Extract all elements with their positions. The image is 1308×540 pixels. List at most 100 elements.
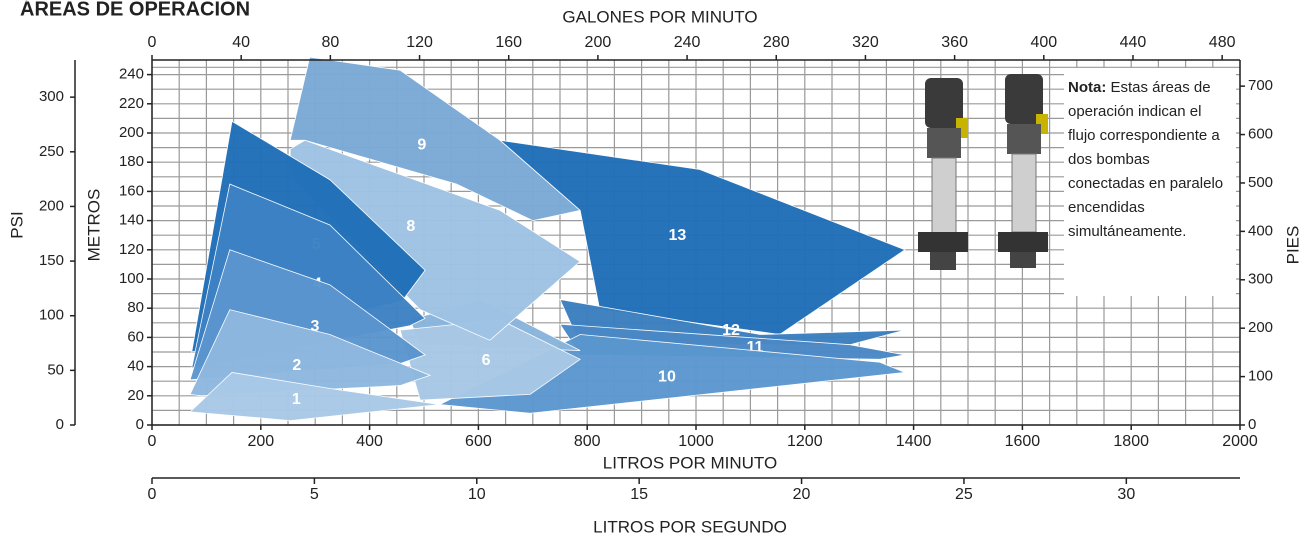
x3-tick-label: 0 [148,486,157,503]
x2-tick-label: 120 [406,34,433,51]
note-box [1064,68,1236,296]
x-tick-label: 200 [247,433,274,450]
pump-body [931,157,957,234]
y-tick-label: 0 [136,416,144,433]
y2-tick-label: 50 [47,361,64,378]
area-label: 12 [722,322,740,339]
x-tick-label: 2000 [1222,433,1258,450]
y-tick-label: 220 [119,95,144,112]
x2-tick-label: 240 [674,34,701,51]
pump-head [927,128,961,158]
y3-tick-label: 700 [1248,77,1273,94]
y-tick-label: 120 [119,241,144,258]
y2-tick-label: 300 [39,88,64,105]
y-tick-label: 40 [127,358,144,375]
note-line: simultáneamente. [1068,223,1186,240]
pump-motor [925,78,963,128]
area-label: 10 [658,369,676,386]
y-tick-label: 180 [119,153,144,170]
x-tick-label: 1400 [896,433,932,450]
note-line: operación indican el [1068,103,1201,120]
pump-foot [1010,252,1036,268]
operating-area [498,139,906,335]
y2-tick-label: 0 [56,416,64,433]
pump-motor [1005,74,1043,124]
y-axis-title: METROS [84,189,103,262]
pump [918,78,968,270]
x-tick-label: 600 [465,433,492,450]
regions: 91312111076854321 [189,56,906,422]
y2-tick-label: 250 [39,143,64,160]
note-label: Nota: [1068,79,1106,96]
area-label: 8 [406,218,415,235]
x2-tick-label: 360 [941,34,968,51]
x2-tick-label: 0 [148,34,157,51]
x3-tick-label: 25 [955,486,973,503]
x-axis-title: LITROS POR MINUTO [603,453,777,472]
pump-base [998,232,1048,252]
x3-tick-label: 30 [1117,486,1135,503]
y3-tick-label: 0 [1248,416,1256,433]
pump [998,74,1048,268]
y-tick-label: 160 [119,182,144,199]
y3-tick-label: 500 [1248,174,1273,191]
y2-tick-label: 200 [39,197,64,214]
x3-tick-label: 5 [310,486,319,503]
y3-axis-title: PIES [1283,226,1302,265]
note-line: flujo correspondiente a [1068,127,1220,144]
chart-title: ÁREAS DE OPERACIÓN [20,0,250,20]
y2-tick-label: 100 [39,307,64,324]
operating-area [189,309,432,397]
y3-tick-label: 100 [1248,368,1273,385]
x-tick-label: 0 [148,433,157,450]
x-tick-label: 1800 [1113,433,1149,450]
x-tick-label: 1000 [678,433,714,450]
x3-tick-label: 15 [630,486,648,503]
y-tick-label: 80 [127,299,144,316]
y3-tick-label: 600 [1248,126,1273,143]
area-label: 6 [482,352,491,369]
x-tick-label: 800 [574,433,601,450]
x2-tick-label: 40 [232,34,250,51]
x2-tick-label: 400 [1030,34,1057,51]
note: Nota: Estas áreas de operación indican e… [1068,79,1223,240]
y-tick-label: 60 [127,328,144,345]
x2-tick-label: 200 [585,34,612,51]
x2-tick-label: 160 [495,34,522,51]
y-tick-label: 240 [119,66,144,83]
x-tick-label: 400 [356,433,383,450]
x2-tick-label: 440 [1120,34,1147,51]
area-label: 9 [417,137,426,154]
y3-tick-label: 300 [1248,271,1273,288]
operating-area [189,372,440,422]
x3-tick-label: 10 [468,486,486,503]
area-label: 1 [292,391,301,408]
x3-tick-label: 20 [793,486,811,503]
y2-axis-title: PSI [7,211,26,238]
pump-head [1007,124,1041,154]
pump-foot [930,252,956,270]
area-label: 13 [669,227,687,244]
y-tick-label: 100 [119,270,144,287]
note-text: Estas áreas de [1111,79,1211,96]
area-label: 3 [311,318,320,335]
y2-tick-label: 150 [39,252,64,269]
x2-tick-label: 280 [763,34,790,51]
y-tick-label: 140 [119,212,144,229]
note-line: encendidas [1068,199,1145,216]
x-tick-label: 1600 [1005,433,1041,450]
x2-axis-title: GALONES POR MINUTO [562,7,757,26]
pump-base [918,232,968,252]
note-line: conectadas en paralelo [1068,175,1223,192]
y3-tick-label: 200 [1248,319,1273,336]
x2-tick-label: 320 [852,34,879,51]
pump-body [1011,153,1037,233]
x-tick-label: 1200 [787,433,823,450]
x2-tick-label: 480 [1209,34,1236,51]
note-line: dos bombas [1068,151,1150,168]
y-tick-label: 200 [119,124,144,141]
area-label: 2 [292,357,301,374]
x2-tick-label: 80 [321,34,339,51]
